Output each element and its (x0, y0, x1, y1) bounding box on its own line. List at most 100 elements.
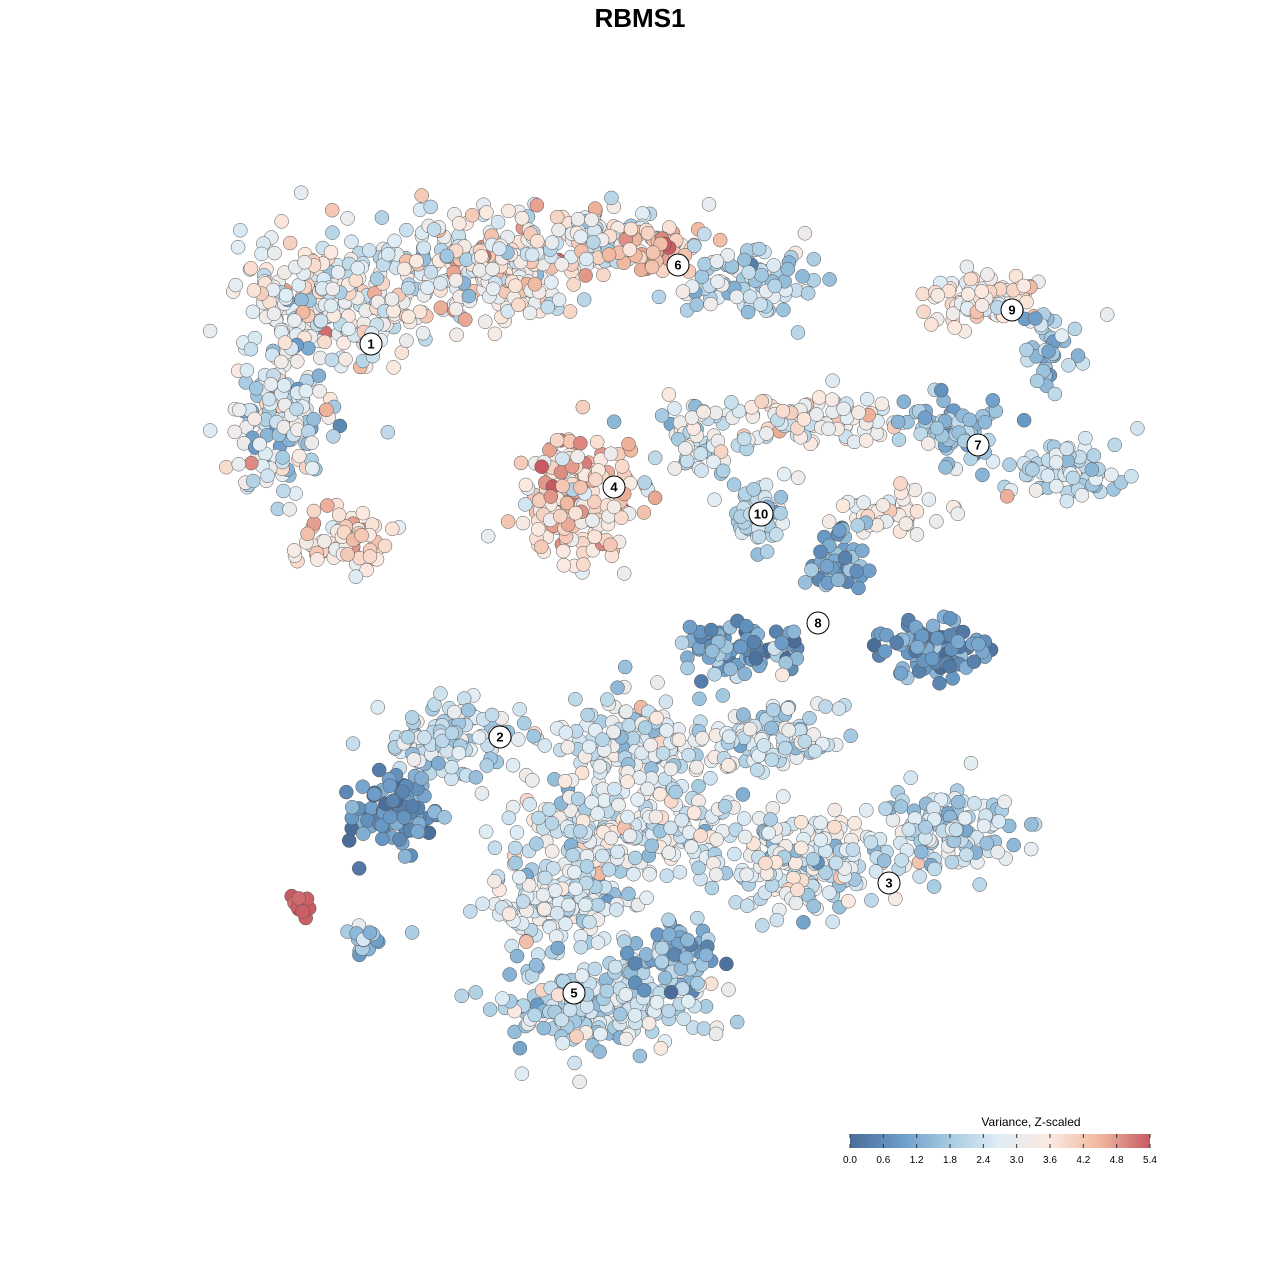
data-point (596, 267, 611, 283)
data-point (813, 544, 828, 559)
data-point (878, 801, 893, 816)
data-point (780, 701, 796, 716)
data-point (766, 702, 781, 718)
data-point (675, 284, 691, 299)
data-point (693, 828, 708, 843)
legend-tick-label: 4.2 (1076, 1155, 1090, 1166)
data-point (653, 1041, 669, 1056)
data-point (921, 436, 936, 451)
data-point (325, 281, 340, 297)
data-point (517, 715, 532, 731)
data-point (667, 401, 682, 416)
data-point (361, 243, 377, 258)
data-point (514, 1066, 530, 1081)
data-point (800, 286, 816, 301)
data-point (492, 241, 507, 256)
data-point (1019, 342, 1034, 358)
data-point (962, 412, 977, 428)
data-point (554, 257, 569, 272)
data-point (649, 995, 665, 1010)
data-point (311, 368, 327, 383)
data-point (914, 844, 929, 860)
data-point (502, 967, 517, 982)
data-point (282, 502, 297, 517)
data-point (514, 210, 530, 226)
data-point (608, 959, 623, 975)
data-point (740, 304, 756, 320)
data-point (326, 429, 341, 444)
data-point (549, 209, 565, 225)
data-point (901, 822, 917, 837)
data-point (707, 667, 722, 682)
data-point (855, 543, 870, 558)
data-point (609, 902, 624, 917)
data-point (584, 212, 599, 227)
data-point (500, 514, 516, 529)
data-point (680, 660, 695, 676)
data-point (974, 284, 989, 299)
data-point (448, 273, 464, 288)
data-point (245, 473, 261, 489)
data-point (926, 879, 942, 894)
data-point (426, 222, 442, 237)
data-point (512, 1040, 528, 1056)
data-point (896, 394, 912, 409)
data-point (458, 312, 473, 327)
data-point (1023, 841, 1039, 857)
data-point (260, 468, 275, 483)
data-point (400, 729, 416, 745)
data-point (794, 840, 809, 856)
data-point (960, 287, 976, 302)
data-point (1065, 470, 1081, 486)
data-point (735, 787, 751, 802)
data-point (1124, 469, 1139, 484)
data-point (764, 720, 779, 736)
data-point (1016, 278, 1032, 294)
data-point (736, 707, 751, 722)
data-point (876, 853, 892, 868)
data-point (776, 302, 791, 318)
data-point (710, 274, 725, 290)
data-point (746, 634, 762, 650)
data-point (651, 289, 667, 305)
data-point (862, 563, 877, 578)
data-point (300, 526, 315, 542)
data-point (907, 482, 923, 498)
data-point (776, 466, 792, 482)
data-point (971, 636, 986, 652)
data-point (603, 537, 618, 553)
data-point (578, 897, 593, 913)
data-point (560, 739, 576, 755)
data-point (1059, 493, 1075, 509)
data-point (254, 246, 269, 262)
data-point (579, 859, 595, 874)
data-point (355, 505, 371, 521)
legend-title: Variance, Z-scaled (981, 1115, 1080, 1129)
data-point (341, 833, 357, 848)
data-point (291, 891, 307, 906)
data-point (522, 305, 538, 321)
data-point (755, 918, 770, 933)
data-point (645, 245, 661, 260)
data-point (1049, 478, 1064, 494)
data-point (729, 1014, 745, 1030)
data-point (331, 507, 347, 523)
data-point (526, 728, 541, 744)
data-point (354, 528, 369, 543)
data-point (600, 692, 615, 707)
data-point (759, 544, 775, 559)
data-point (822, 272, 837, 287)
data-point (558, 725, 574, 740)
data-point (348, 273, 364, 288)
data-point (534, 539, 549, 555)
data-point (323, 298, 339, 314)
data-point (845, 842, 861, 857)
data-point (805, 851, 821, 867)
legend-tick-label: 2.4 (976, 1155, 990, 1166)
data-point (535, 887, 551, 903)
data-point (694, 674, 709, 689)
data-point (997, 794, 1012, 810)
data-point (248, 381, 264, 396)
legend-tick-label: 1.8 (943, 1155, 957, 1166)
cluster-label-5: 5 (562, 981, 586, 1005)
